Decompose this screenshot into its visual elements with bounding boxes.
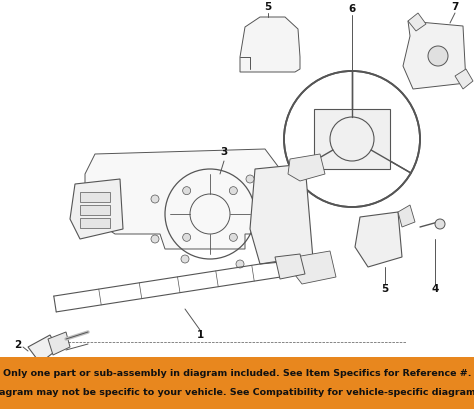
Bar [80,193,110,202]
Circle shape [229,187,237,195]
Polygon shape [408,14,426,32]
Text: 5: 5 [264,2,272,12]
Bar [80,205,110,216]
Text: 7: 7 [451,2,459,12]
Circle shape [182,187,191,195]
Circle shape [182,234,191,242]
Polygon shape [48,332,70,355]
Circle shape [151,236,159,243]
Text: 2: 2 [14,339,22,349]
Polygon shape [28,335,58,363]
Polygon shape [288,155,325,182]
Circle shape [435,220,445,229]
Circle shape [151,196,159,204]
Circle shape [236,261,244,268]
Bar [0,357,474,409]
Circle shape [229,234,237,242]
Text: 1: 1 [196,329,204,339]
Circle shape [428,47,448,67]
Polygon shape [85,150,285,249]
Polygon shape [250,164,313,264]
Polygon shape [292,252,336,284]
Bar [314,110,390,170]
Text: 4: 4 [431,283,439,293]
Polygon shape [70,180,123,239]
Text: 6: 6 [348,4,356,14]
Polygon shape [355,213,402,267]
Text: Only one part or sub-assembly in diagram included. See Item Specifics for Refere: Only one part or sub-assembly in diagram… [3,369,471,378]
Text: 3: 3 [220,147,228,157]
Polygon shape [455,70,473,90]
Circle shape [181,255,189,263]
Polygon shape [275,254,305,279]
Text: Diagram may not be specific to your vehicle. See Compatibility for vehicle-speci: Diagram may not be specific to your vehi… [0,388,474,397]
Polygon shape [403,22,466,90]
Circle shape [246,175,254,184]
Bar [80,218,110,229]
Polygon shape [240,18,300,73]
Text: 5: 5 [382,283,389,293]
Polygon shape [398,205,415,227]
